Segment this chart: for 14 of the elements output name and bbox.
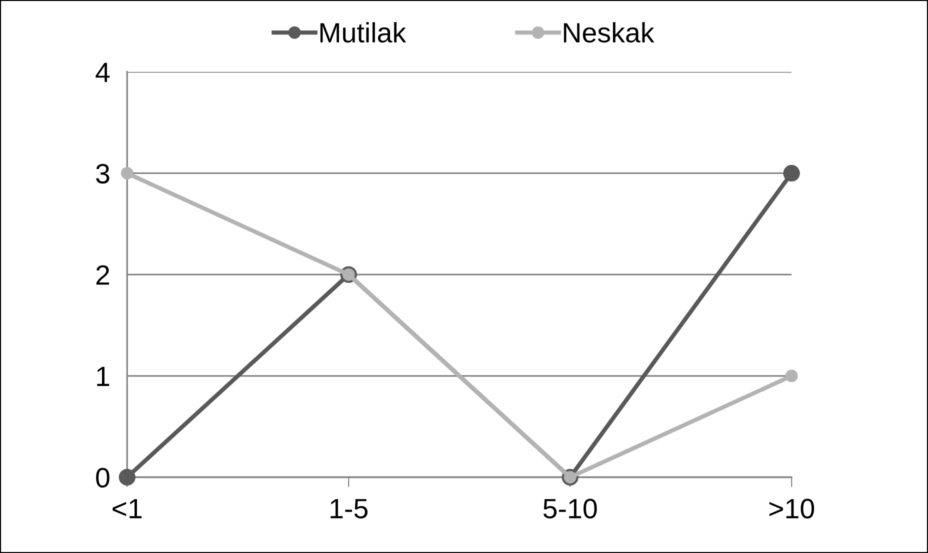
legend-label: Mutilak	[320, 22, 406, 43]
y-tick-label: 3	[96, 164, 110, 184]
x-tick-label: 5-10	[543, 498, 597, 518]
y-tick-label: 1	[97, 366, 110, 386]
point	[120, 166, 134, 180]
y-tick-label: 2	[96, 265, 110, 285]
x-tick-label: <1	[112, 499, 142, 518]
point	[785, 370, 798, 382]
y-tick-label: 0	[96, 468, 110, 488]
x-tick-label: 1-5	[330, 499, 368, 518]
point	[783, 164, 800, 182]
x-tick-label: >10	[769, 498, 814, 518]
legend-label: Neskak	[564, 22, 654, 43]
y-tick-label: 4	[96, 62, 110, 82]
